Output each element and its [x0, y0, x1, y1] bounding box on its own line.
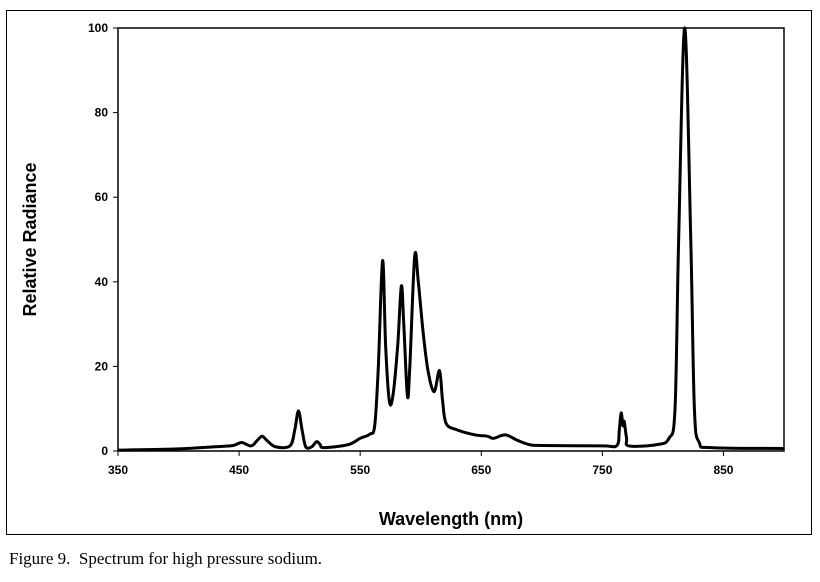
figure-caption: Figure 9. Spectrum for high pressure sod… — [9, 549, 323, 568]
plot-area — [117, 27, 785, 452]
y-tick-label: 80 — [95, 106, 109, 120]
y-tick-label: 40 — [95, 275, 109, 289]
y-tick-label: 0 — [101, 444, 108, 458]
x-tick-label: 750 — [592, 463, 612, 477]
y-tick-label: 20 — [95, 359, 109, 373]
x-tick-label: 850 — [713, 463, 733, 477]
y-tick-label: 100 — [88, 21, 108, 35]
y-axis-label: Relative Radiance — [20, 162, 40, 316]
x-axis-label: Wavelength (nm) — [379, 509, 523, 529]
figure-frame — [6, 10, 812, 535]
x-tick-label: 550 — [350, 463, 370, 477]
spectrum-line — [117, 26, 785, 452]
x-tick-label: 450 — [229, 463, 249, 477]
y-tick-label: 60 — [95, 190, 109, 204]
x-tick-label: 650 — [471, 463, 491, 477]
x-tick-label: 350 — [108, 463, 128, 477]
